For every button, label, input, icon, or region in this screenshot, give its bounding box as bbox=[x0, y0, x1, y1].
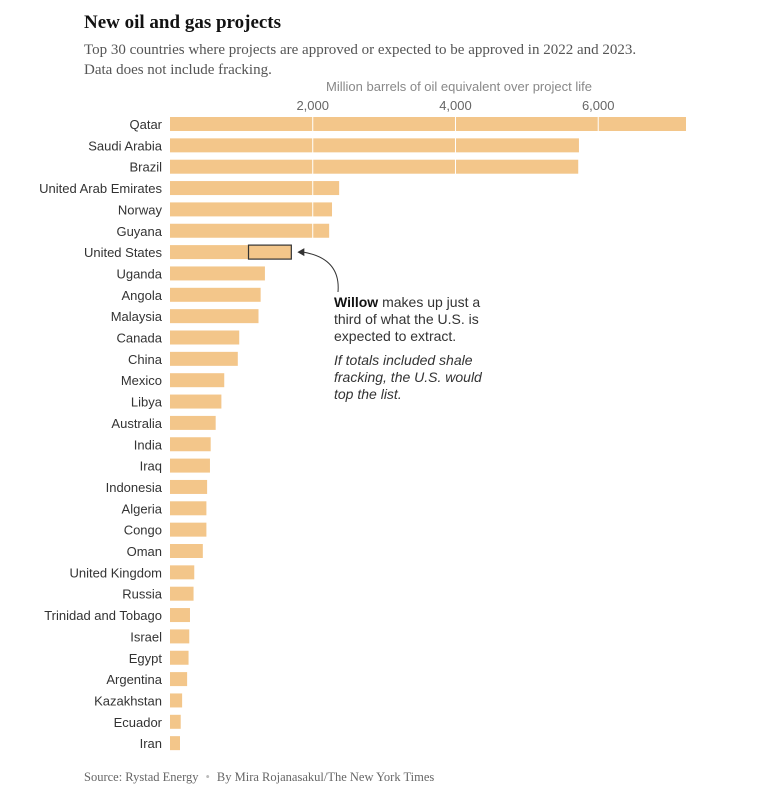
category-label: Israel bbox=[130, 629, 162, 644]
category-label: Saudi Arabia bbox=[88, 138, 162, 153]
x-tick-label: 4,000 bbox=[439, 98, 472, 113]
category-label: Uganda bbox=[116, 266, 162, 281]
bar bbox=[170, 351, 238, 366]
category-label: Malaysia bbox=[111, 309, 163, 324]
annotation-main: Willow makes up just a third of what the… bbox=[334, 294, 494, 345]
chart-footer: Source: Rystad Energy • By Mira Rojanasaku… bbox=[84, 770, 434, 785]
annotation-bold: Willow bbox=[334, 294, 379, 310]
willow-annotation: Willow makes up just a third of what the… bbox=[334, 294, 494, 403]
category-label: Ecuador bbox=[114, 715, 163, 730]
bar bbox=[170, 736, 180, 751]
category-label: United States bbox=[84, 245, 163, 260]
source-credit: Source: Rystad Energy bbox=[84, 770, 199, 784]
category-label: China bbox=[128, 352, 163, 367]
category-label: Algeria bbox=[122, 501, 163, 516]
x-axis-label: Million barrels of oil equivalent over p… bbox=[326, 79, 592, 94]
bar bbox=[170, 522, 207, 537]
bar bbox=[170, 650, 189, 665]
chart-subtitle: Top 30 countries where projects are appr… bbox=[84, 42, 637, 78]
category-label: Indonesia bbox=[106, 480, 163, 495]
bar bbox=[170, 437, 211, 452]
bar bbox=[170, 714, 181, 729]
annotation-arrow bbox=[303, 251, 339, 293]
category-label: Brazil bbox=[129, 160, 162, 175]
bar bbox=[170, 266, 265, 281]
bar bbox=[170, 544, 203, 558]
chart-title: New oil and gas projects bbox=[84, 12, 282, 33]
category-label: Egypt bbox=[129, 651, 163, 666]
category-label: Trinidad and Tobago bbox=[44, 608, 162, 623]
category-label: Kazakhstan bbox=[94, 693, 162, 708]
bar bbox=[170, 309, 259, 324]
annotation-note: If totals included shale fracking, the U… bbox=[334, 352, 482, 402]
x-tick-label: 6,000 bbox=[582, 98, 615, 113]
category-label: Qatar bbox=[129, 117, 162, 132]
category-label: Libya bbox=[131, 395, 163, 410]
x-tick-label: 2,000 bbox=[296, 98, 329, 113]
bar bbox=[170, 672, 188, 687]
arrowhead bbox=[297, 248, 305, 257]
category-label: Oman bbox=[127, 544, 162, 559]
bar bbox=[170, 287, 261, 302]
bar bbox=[170, 629, 190, 644]
category-label: United Arab Emirates bbox=[39, 181, 162, 196]
category-label: Canada bbox=[116, 331, 162, 346]
category-label: Russia bbox=[122, 587, 163, 602]
annotation-text: makes up just a third of what the U.S. i… bbox=[334, 294, 481, 344]
category-label: India bbox=[134, 437, 163, 452]
byline: By Mira Rojanasakul/The New York Times bbox=[216, 770, 435, 784]
bar bbox=[170, 117, 687, 131]
bar bbox=[170, 223, 330, 238]
bar bbox=[170, 565, 195, 580]
bar bbox=[170, 159, 579, 174]
bar bbox=[170, 245, 249, 260]
bar bbox=[170, 608, 190, 623]
category-label: Guyana bbox=[116, 224, 162, 239]
category-label: Australia bbox=[111, 416, 162, 431]
bar bbox=[170, 181, 340, 196]
bar bbox=[170, 373, 225, 388]
bar bbox=[170, 479, 208, 494]
category-label: Congo bbox=[124, 523, 162, 538]
bar bbox=[170, 415, 216, 430]
bar bbox=[170, 202, 333, 217]
category-label: Iran bbox=[140, 736, 162, 751]
category-label: Argentina bbox=[106, 672, 162, 687]
footer-separator: • bbox=[205, 770, 210, 784]
category-label: United Kingdom bbox=[70, 565, 163, 580]
category-label: Iraq bbox=[140, 459, 162, 474]
bar bbox=[170, 394, 222, 409]
bar bbox=[170, 138, 579, 153]
bar bbox=[170, 693, 183, 708]
bar bbox=[170, 330, 240, 345]
willow-highlight-box bbox=[247, 244, 292, 260]
bar bbox=[170, 458, 210, 473]
category-label: Angola bbox=[122, 288, 163, 303]
category-label: Norway bbox=[118, 202, 163, 217]
bar bbox=[170, 586, 194, 601]
category-label: Mexico bbox=[121, 373, 162, 388]
bar bbox=[170, 501, 207, 516]
